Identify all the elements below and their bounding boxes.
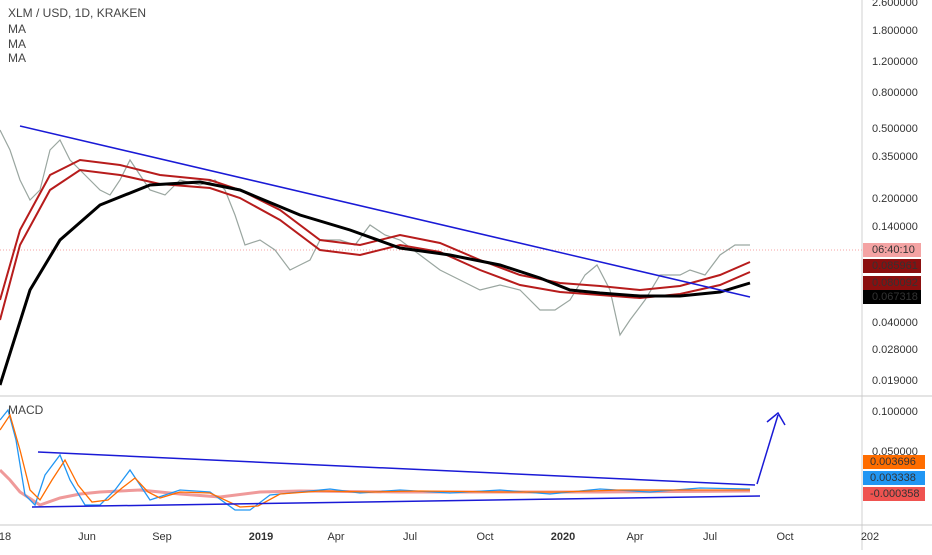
time-label: Oct	[776, 531, 793, 543]
macd-trendline-upper	[37, 451, 756, 486]
time-label: Apr	[327, 531, 344, 543]
price-label: 2.600000	[872, 0, 918, 9]
time-label: 202	[861, 531, 879, 543]
indicator-label: MA	[8, 22, 26, 36]
macd-badge	[863, 487, 925, 501]
price-label: 0.028000	[872, 344, 918, 356]
macd-line	[0, 408, 751, 511]
price-badge	[863, 290, 921, 304]
macd-label: MACD	[8, 403, 44, 417]
macd-badge	[863, 471, 925, 485]
chart-title: XLM / USD, 1D, KRAKEN	[8, 6, 146, 20]
time-label: Apr	[626, 531, 643, 543]
price-badge-text: 0.085961	[872, 260, 918, 272]
arrow	[756, 414, 779, 485]
price-badge	[863, 243, 921, 257]
price-badge-text: 0.067318	[872, 291, 918, 303]
arrow-head	[766, 411, 786, 426]
time-label: Jul	[403, 531, 417, 543]
price-label: 0.350000	[872, 151, 918, 163]
time-label: Jul	[703, 531, 717, 543]
price-label: 0.040000	[872, 317, 918, 329]
price-badge	[863, 276, 921, 290]
time-label: Oct	[476, 531, 493, 543]
macd-trendline-lower	[31, 495, 761, 508]
time-label: Sep	[152, 531, 172, 543]
price-badge-text: 0.080092	[872, 277, 918, 289]
price-label: 0.019000	[872, 375, 918, 387]
ma-fast	[0, 158, 751, 301]
price-label: 0.140000	[872, 221, 918, 233]
price-badge-text: 06:40:10	[872, 244, 915, 256]
indicator-label: MA	[8, 51, 26, 65]
price-label: 0.500000	[872, 123, 918, 135]
macd-badge-text: 0.003338	[870, 472, 916, 484]
macd-axis-label: 0.100000	[872, 406, 918, 418]
time-label: 2019	[249, 531, 273, 543]
ma-slow	[0, 180, 751, 386]
price-label: 1.800000	[872, 25, 918, 37]
price-label: 1.200000	[872, 56, 918, 68]
time-label: 18	[0, 531, 11, 543]
macd-axis-label: 0.050000	[872, 446, 918, 458]
price-label: 0.800000	[872, 87, 918, 99]
macd-badge	[863, 455, 925, 469]
price-candles	[0, 129, 750, 337]
macd-badge-text: -0.000358	[870, 488, 920, 500]
macd-badge-text: 0.003696	[870, 456, 916, 468]
trendline	[19, 125, 751, 298]
price-badge	[863, 259, 921, 273]
ma-medium	[0, 168, 751, 321]
indicator-label: MA	[8, 37, 26, 51]
time-label: 2020	[551, 531, 575, 543]
price-label: 0.200000	[872, 193, 918, 205]
signal-line	[0, 413, 750, 508]
time-label: Jun	[78, 531, 96, 543]
